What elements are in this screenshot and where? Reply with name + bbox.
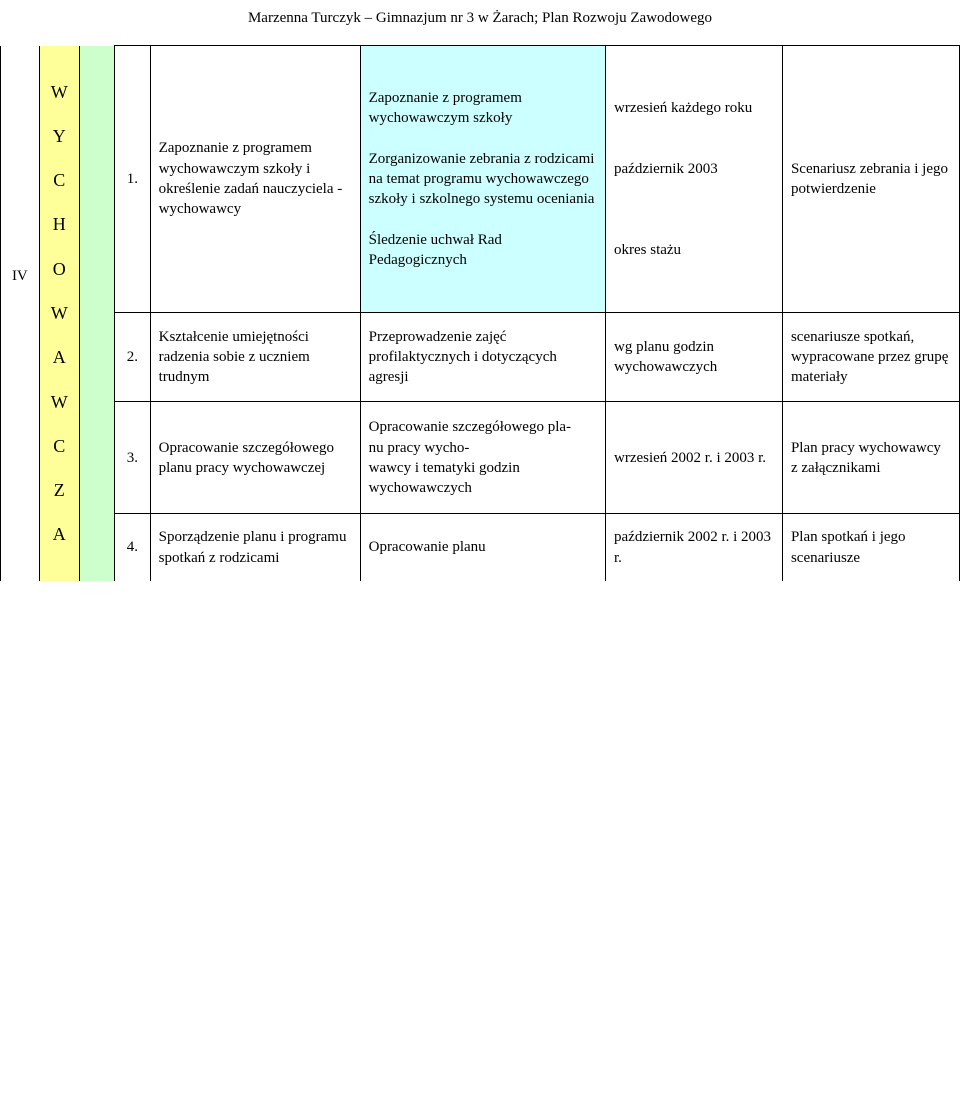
term-cell: wrzesień każdego roku październik 2003 o…	[606, 46, 783, 313]
plan-table: IV WYCHOWAWCZA 1. Zapoznanie z programem…	[0, 45, 960, 581]
green-spacer-cell	[79, 46, 114, 581]
vertical-letter: A	[53, 522, 66, 546]
vertical-letters: WYCHOWAWCZA	[48, 56, 71, 571]
row-number: 2.	[115, 312, 150, 402]
table-row: 2. Kształcenie umiejętności radzenia sob…	[1, 312, 960, 402]
term-cell: październik 2002 r. i 2003 r.	[606, 514, 783, 581]
task-cell: Kształcenie umiejętności radzenia sobie …	[150, 312, 360, 402]
term-cell: wrzesień 2002 r. i 2003 r.	[606, 402, 783, 514]
vertical-letter: W	[51, 390, 68, 414]
vertical-letter: W	[51, 80, 68, 104]
action-cell: Przeprowadzenie zajęć profilaktycznych i…	[360, 312, 605, 402]
vertical-letter: Z	[54, 478, 65, 502]
action-cell: Opracowanie szczegółowego pla- nu pracy …	[360, 402, 605, 514]
vertical-letter: C	[53, 434, 65, 458]
table-row: IV WYCHOWAWCZA 1. Zapoznanie z programem…	[1, 46, 960, 313]
vertical-letter: W	[51, 301, 68, 325]
vertical-letter: Y	[53, 124, 66, 148]
proof-cell: Plan pracy wychowawcy z załącznikami	[782, 402, 959, 514]
task-cell: Zapoznanie z programem wychowawczym szko…	[150, 46, 360, 313]
row-number: 1.	[115, 46, 150, 313]
term-cell: wg planu godzin wychowawczych	[606, 312, 783, 402]
action-cell: Zapoznanie z programem wychowawczym szko…	[360, 46, 605, 313]
table-row: 4. Sporządzenie planu i programu spotkań…	[1, 514, 960, 581]
proof-cell: scenariusze spotkań, wypracowane przez g…	[782, 312, 959, 402]
table-row: 3. Opracowanie szczegółowego planu pracy…	[1, 402, 960, 514]
vertical-letter: O	[53, 257, 66, 281]
vertical-label-cell: WYCHOWAWCZA	[39, 46, 79, 581]
roman-numeral: IV	[12, 268, 28, 284]
proof-cell: Plan spotkań i jego scenariusze	[782, 514, 959, 581]
vertical-letter: A	[53, 345, 66, 369]
vertical-letter: H	[53, 212, 66, 236]
proof-cell: Scenariusz zebrania i jego potwierdzenie	[782, 46, 959, 313]
action-cell: Opracowanie planu	[360, 514, 605, 581]
task-cell: Sporządzenie planu i programu spotkań z …	[150, 514, 360, 581]
task-cell: Opracowanie szczegółowego planu pracy wy…	[150, 402, 360, 514]
page-header: Marzenna Turczyk – Gimnazjum nr 3 w Żara…	[0, 0, 960, 45]
roman-numeral-cell: IV	[1, 46, 40, 581]
row-number: 4.	[115, 514, 150, 581]
vertical-letter: C	[53, 168, 65, 192]
row-number: 3.	[115, 402, 150, 514]
